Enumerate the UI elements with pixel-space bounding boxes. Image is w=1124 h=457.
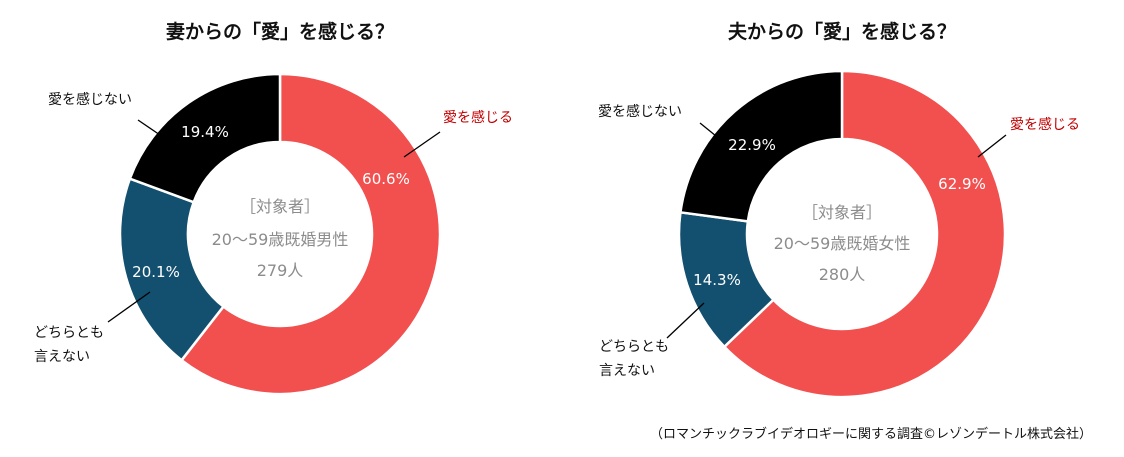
center-label-respondents-husband: 20～59歳既婚女性 [774, 234, 911, 253]
center-label-respondents-wife: 20～59歳既婚男性 [212, 230, 349, 249]
category-label-love-husband: 愛を感じる [1010, 116, 1080, 133]
value-label-neither-wife: 20.1% [132, 263, 180, 281]
chart-title-wife: 妻からの「愛」を感じる？ [166, 20, 394, 43]
center-label-heading-husband: ［対象者］ [802, 203, 882, 222]
slice-neither-wife [118, 177, 226, 362]
chart-wife: 妻からの「愛」を感じる？ 60.6% 20.1% 19.4% 愛を感じる 愛を感… [34, 20, 513, 396]
category-label-love-wife: 愛を感じる [443, 109, 513, 126]
value-label-love-husband: 62.9% [938, 175, 986, 193]
slice-no-love-husband [679, 69, 844, 223]
value-label-no-love-husband: 22.9% [728, 136, 776, 154]
category-label-neither-husband-line2: 言えない [599, 363, 655, 379]
leader-line-no-love-husband [699, 122, 717, 137]
value-label-neither-husband: 14.3% [693, 271, 741, 289]
category-label-no-love-wife: 愛を感じない [48, 91, 132, 108]
center-label-heading-wife: ［対象者］ [240, 197, 320, 216]
chart-title-husband: 夫からの「愛」を感じる？ [728, 20, 956, 43]
chart-husband: 夫からの「愛」を感じる？ 62.9% 14.3% 22.9% 愛を感じる 愛を感… [598, 20, 1080, 399]
slice-love-husband [722, 69, 1007, 399]
value-label-no-love-wife: 19.4% [181, 123, 229, 141]
category-label-neither-wife-line1: どちらとも [34, 325, 104, 341]
leader-line-neither-wife [107, 291, 151, 323]
leader-line-neither-husband [666, 302, 705, 339]
leader-line-no-love-wife [137, 119, 161, 136]
slice-love-wife [179, 72, 442, 396]
slice-no-love-wife [128, 72, 282, 204]
leader-line-love-husband [977, 134, 1007, 158]
value-label-love-wife: 60.6% [362, 170, 410, 188]
donut-wife [118, 72, 442, 396]
center-label-count-wife: 279人 [257, 261, 304, 280]
category-label-no-love-husband: 愛を感じない [598, 103, 682, 120]
category-label-neither-husband-line1: どちらとも [599, 339, 669, 355]
footnote: （ロマンチックラブイデオロギーに関する調査©レゾンデートル株式会社） [650, 426, 1092, 442]
category-label-neither-wife-line2: 言えない [34, 349, 90, 365]
donut-husband [677, 69, 1007, 399]
leader-line-love-wife [403, 131, 441, 158]
center-label-count-husband: 280人 [819, 265, 866, 284]
